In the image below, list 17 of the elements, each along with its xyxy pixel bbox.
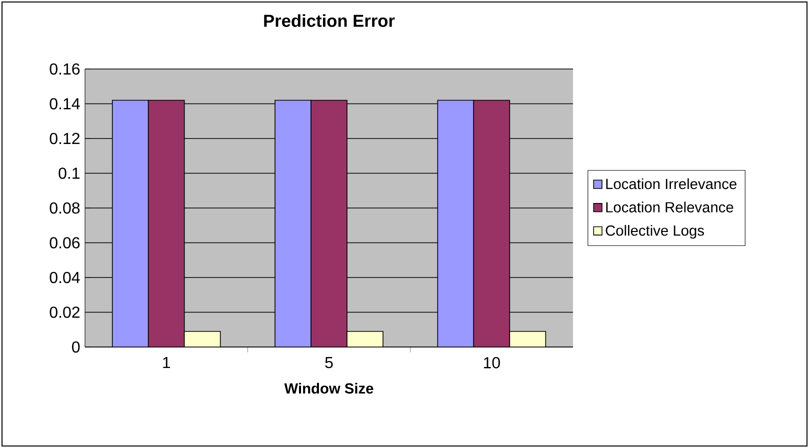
y-tick-label: 0.06 bbox=[50, 237, 80, 248]
y-tick-label: 0 bbox=[72, 341, 80, 353]
x-tick-label: 1 bbox=[163, 357, 170, 368]
x-tick-label: 5 bbox=[325, 357, 333, 368]
legend-label: Location Irrelevance bbox=[606, 178, 736, 190]
x-axis-title: Window Size bbox=[284, 382, 374, 394]
chart-title: Prediction Error bbox=[264, 14, 395, 27]
x-tick-label: 10 bbox=[484, 357, 500, 368]
y-tick-label: 0.02 bbox=[50, 306, 80, 318]
y-tick-label: 0.12 bbox=[50, 132, 80, 144]
legend-label: Location Relevance bbox=[606, 202, 734, 212]
y-tick-label: 0.04 bbox=[50, 272, 80, 284]
y-tick-label: 0.08 bbox=[50, 202, 80, 214]
y-tick-label: 0.1 bbox=[58, 168, 80, 179]
y-tick-label: 0.16 bbox=[50, 63, 80, 75]
legend-label: Collective Logs bbox=[606, 224, 704, 239]
y-tick-label: 0.14 bbox=[50, 98, 80, 110]
